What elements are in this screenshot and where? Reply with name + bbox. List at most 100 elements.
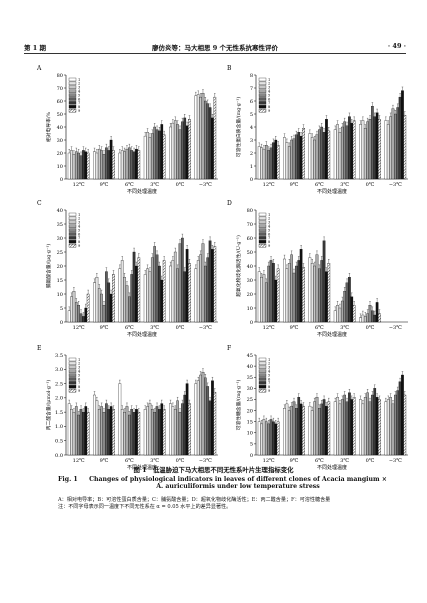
bar xyxy=(153,411,157,456)
bar xyxy=(135,409,138,456)
bar xyxy=(77,152,81,180)
legend-label: 5 xyxy=(268,373,271,377)
y-tick-label: 20 xyxy=(247,292,253,298)
bar xyxy=(93,151,96,180)
bar xyxy=(352,120,356,180)
legend-swatch xyxy=(258,224,267,228)
bar xyxy=(361,120,365,180)
bar xyxy=(162,409,166,456)
bar xyxy=(322,399,326,456)
legend-swatch xyxy=(258,85,267,89)
legend-swatch xyxy=(68,385,77,389)
legend-swatch xyxy=(68,369,77,373)
bar xyxy=(327,130,331,180)
bar xyxy=(201,371,205,456)
figure-note: A：相对电导率；B：可溶性蛋白质含量；C：脯氨酸含量；D：超氧化物歧化酶活性；E… xyxy=(58,497,388,512)
bar xyxy=(295,265,298,323)
legend-label: 5 xyxy=(78,228,81,232)
x-axis-label: 不同处理温度 xyxy=(317,188,347,195)
bar xyxy=(350,399,354,456)
bar xyxy=(84,307,88,323)
legend-swatch xyxy=(258,240,267,244)
y-tick-label: 30 xyxy=(57,236,63,242)
bar xyxy=(155,406,159,456)
bar xyxy=(401,90,404,180)
bar xyxy=(343,121,347,180)
legend-swatch xyxy=(258,385,267,389)
bar xyxy=(368,305,372,323)
bar xyxy=(373,314,377,323)
bar xyxy=(359,124,362,180)
x-tick-label: 6℃ xyxy=(315,182,324,188)
bar xyxy=(373,116,377,180)
bar xyxy=(327,263,331,323)
legend-swatch xyxy=(258,369,267,373)
legend-swatch xyxy=(258,109,267,113)
x-tick-label: −3℃ xyxy=(199,182,212,188)
bar xyxy=(384,401,388,456)
legend-label: 3 xyxy=(78,221,81,225)
bar xyxy=(72,291,76,323)
legend-label: 5 xyxy=(78,373,81,377)
bar xyxy=(67,152,71,180)
bar xyxy=(155,129,159,180)
bar xyxy=(107,150,111,180)
y-tick-label: 50 xyxy=(247,250,253,256)
bar xyxy=(158,130,161,180)
legend-label: 3 xyxy=(268,221,271,225)
legend-label: 1 xyxy=(78,213,80,217)
bar xyxy=(77,414,81,456)
y-axis-label: 脯氨酸含量/(μg·g⁻¹) xyxy=(45,244,52,289)
bar xyxy=(378,399,381,456)
y-tick-label: 2 xyxy=(250,151,253,157)
bar xyxy=(302,405,305,456)
bar xyxy=(320,260,324,323)
bar xyxy=(162,260,166,323)
legend-label: 2 xyxy=(268,362,270,366)
bar xyxy=(295,408,298,456)
legend-swatch xyxy=(68,85,77,89)
x-tick-label: 0℃ xyxy=(366,325,375,331)
y-tick-label: 6 xyxy=(250,99,253,105)
bar xyxy=(169,403,172,456)
bar xyxy=(391,108,395,180)
legend-label: 6 xyxy=(268,232,271,236)
y-tick-label: 0.0 xyxy=(55,453,63,459)
legend-swatch xyxy=(68,89,77,93)
y-tick-label: 20 xyxy=(57,151,63,157)
bar xyxy=(201,93,205,180)
panel-letter: B xyxy=(227,65,232,72)
bar xyxy=(348,277,351,323)
figure-caption-en: Changes of physiological indicators in l… xyxy=(89,476,387,491)
bar xyxy=(208,400,212,456)
bar xyxy=(283,258,286,323)
bar xyxy=(70,296,73,323)
x-tick-label: 6℃ xyxy=(125,325,134,331)
bar xyxy=(143,274,147,323)
bar xyxy=(310,263,314,323)
legend-swatch xyxy=(68,240,77,244)
y-tick-label: 10 xyxy=(57,164,63,170)
bar xyxy=(118,268,122,323)
x-tick-label: 6℃ xyxy=(315,458,324,464)
legend-swatch xyxy=(68,97,77,101)
bar xyxy=(148,271,152,323)
x-tick-label: 9℃ xyxy=(290,458,299,464)
bar xyxy=(262,274,266,323)
bar xyxy=(171,406,175,456)
bar xyxy=(135,148,138,180)
bar xyxy=(74,406,78,456)
bar xyxy=(109,406,113,456)
bar xyxy=(359,317,362,323)
bar xyxy=(132,411,136,456)
bar xyxy=(112,409,115,456)
legend-label: 2 xyxy=(268,217,270,221)
y-tick-label: 60 xyxy=(247,236,253,242)
legend-label: 3 xyxy=(78,366,81,370)
y-axis-label: 丙二醛含量/(μmol·g⁻¹) xyxy=(45,380,52,431)
bar xyxy=(257,146,261,180)
bar xyxy=(123,411,126,456)
bar xyxy=(178,411,182,456)
bar xyxy=(264,145,268,180)
legend-label: 5 xyxy=(268,93,271,97)
